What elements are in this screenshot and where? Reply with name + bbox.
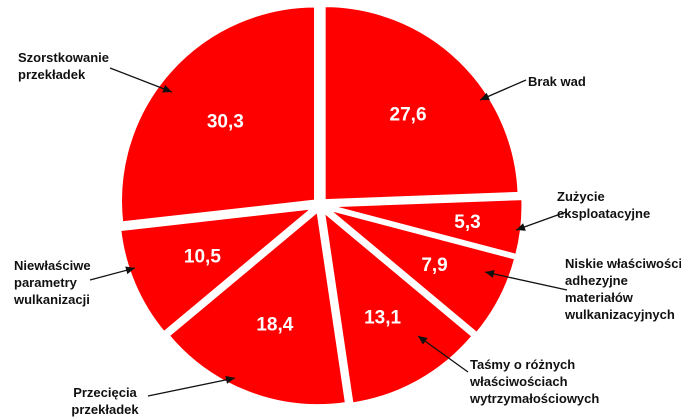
category-label-niskie-wlasciwosci-adhezyjne-materialow-wulkanizacyjnych: Niskie właściwości adhezyjne materiałów wul… xyxy=(564,256,681,322)
category-label-line: Niewłaściwe xyxy=(14,258,91,273)
slice-value-labels: 27,6 5,3 7,9 13,1 18,4 10,5 30,3 xyxy=(184,105,481,336)
category-label-przeciecia-przekladek: Przecięcia przekładek xyxy=(71,385,139,417)
category-label-line: właściwościach xyxy=(469,374,568,389)
category-label-line: parametry xyxy=(14,275,78,290)
value-label-przeciecia-przekladek: 18,4 xyxy=(256,315,293,336)
category-label-line: Niskie właściwości xyxy=(565,256,681,271)
arrow-head-zuzycie-eksploatacyjne xyxy=(516,223,526,231)
value-label-szorstkowanie-przekladek: 30,3 xyxy=(207,111,244,132)
arrow-head-szorstkowanie-przekladek xyxy=(162,85,172,93)
pie-slice-brak-wad xyxy=(322,4,521,203)
arrow-head-niewlasciwe-parametry-wulkanizacji xyxy=(125,266,135,275)
category-label-zuzycie-eksploatacyjne: Zużycie eksploatacyjne xyxy=(557,189,650,221)
pie-slices xyxy=(118,4,525,408)
category-label-line: Taśmy o różnych xyxy=(470,357,575,372)
arrow-head-brak-wad xyxy=(480,92,490,101)
category-label-line: eksploatacyjne xyxy=(557,206,650,221)
category-label-brak-wad: Brak wad xyxy=(528,74,586,89)
category-label-line: Zużycie xyxy=(557,189,605,204)
category-label-line: przekładek xyxy=(18,67,86,82)
value-label-zuzycie-eksploatacyjne: 5,3 xyxy=(454,212,480,233)
value-label-niewlasciwe-parametry-wulkanizacji: 10,5 xyxy=(184,246,221,267)
slice-category-labels: Brak wad Zużycie eksploatacyjne Niskie właś… xyxy=(13,50,681,417)
value-label-tasmy-o-roznych-wlasciwosciach-wytrzymalosciowych: 13,1 xyxy=(364,308,401,329)
value-label-niskie-wlasciwosci-adhezyjne-materialow-wulkanizacyjnych: 7,9 xyxy=(421,255,447,276)
label-leader-arrows xyxy=(89,67,568,397)
category-label-line: przekładek xyxy=(71,402,139,417)
leader-line-przeciecia-przekladek xyxy=(147,377,236,397)
category-label-line: Szorstkowanie xyxy=(18,50,109,65)
leader-line-niskie-wlasciwosci-adhezyjne-materialow-wulkanizacyjnych xyxy=(484,271,568,291)
leader-line-szorstkowanie-przekladek xyxy=(109,67,173,93)
pie-slice-szorstkowanie-przekladek xyxy=(119,4,318,225)
category-label-line: adhezyjne xyxy=(565,273,628,288)
pie-slice-przeciecia-przekladek xyxy=(166,207,349,408)
arrow-head-niskie-wlasciwosci-adhezyjne-materialow-wulkanizacyjnych xyxy=(485,270,495,278)
category-label-line: Brak wad xyxy=(528,74,586,89)
value-label-brak-wad: 27,6 xyxy=(390,105,427,126)
category-label-line: materiałów xyxy=(565,290,634,305)
category-label-line: wulkanizacyjnych xyxy=(564,307,675,322)
category-label-szorstkowanie-przekladek: Szorstkowanie przekładek xyxy=(18,50,109,82)
leader-line-tasmy-o-roznych-wlasciwosciach-wytrzymalosciowych xyxy=(417,335,469,373)
arrow-head-przeciecia-przekladek xyxy=(225,375,235,384)
pie-slice-niewlasciwe-parametry-wulkanizacji xyxy=(118,205,319,335)
pie-slice-niskie-wlasciwosci-adhezyjne-materialow-wulkanizacyjnych xyxy=(326,207,518,336)
category-label-tasmy-o-roznych-wlasciwosciach-wytrzymalosciowych: Taśmy o różnych właściwościach wytrzymałoś… xyxy=(469,357,599,406)
category-label-line: wulkanizacji xyxy=(13,292,90,307)
category-label-line: Przecięcia xyxy=(73,385,137,400)
category-label-niewlasciwe-parametry-wulkanizacji: Niewłaściwe parametry wulkanizacji xyxy=(13,258,91,307)
category-label-line: wytrzymałościowych xyxy=(469,391,599,406)
pie-slice-tasmy-o-roznych-wlasciwosciach-wytrzymalosciowych xyxy=(321,207,476,406)
arrow-head-tasmy-o-roznych-wlasciwosciach-wytrzymalosciowych xyxy=(418,336,428,345)
